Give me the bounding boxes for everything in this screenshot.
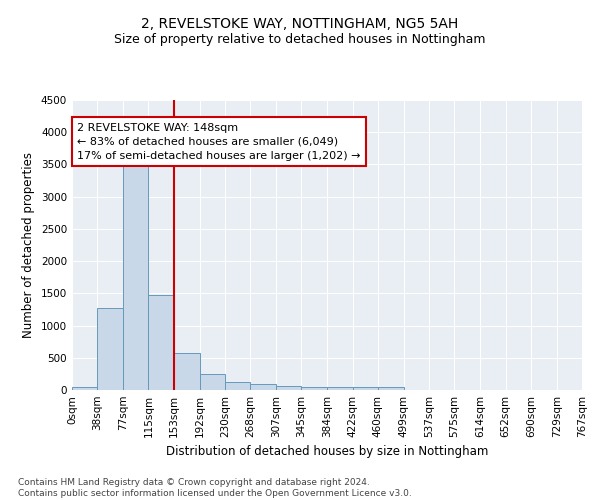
Bar: [250, 384, 276, 390]
Bar: [200, 374, 225, 390]
Bar: [328, 387, 353, 390]
Bar: [225, 382, 250, 390]
Bar: [123, 164, 148, 390]
Text: 2, REVELSTOKE WAY, NOTTINGHAM, NG5 5AH: 2, REVELSTOKE WAY, NOTTINGHAM, NG5 5AH: [142, 18, 458, 32]
Bar: [72, 387, 97, 390]
Text: Size of property relative to detached houses in Nottingham: Size of property relative to detached ho…: [114, 32, 486, 46]
X-axis label: Distribution of detached houses by size in Nottingham: Distribution of detached houses by size …: [166, 446, 488, 458]
Y-axis label: Number of detached properties: Number of detached properties: [22, 152, 35, 338]
Text: Contains HM Land Registry data © Crown copyright and database right 2024.
Contai: Contains HM Land Registry data © Crown c…: [18, 478, 412, 498]
Bar: [301, 387, 328, 390]
Bar: [378, 387, 404, 390]
Bar: [174, 352, 200, 390]
Bar: [148, 294, 174, 390]
Bar: [353, 387, 378, 390]
Bar: [97, 308, 123, 390]
Bar: [276, 386, 301, 390]
Text: 2 REVELSTOKE WAY: 148sqm
← 83% of detached houses are smaller (6,049)
17% of sem: 2 REVELSTOKE WAY: 148sqm ← 83% of detach…: [77, 122, 361, 160]
